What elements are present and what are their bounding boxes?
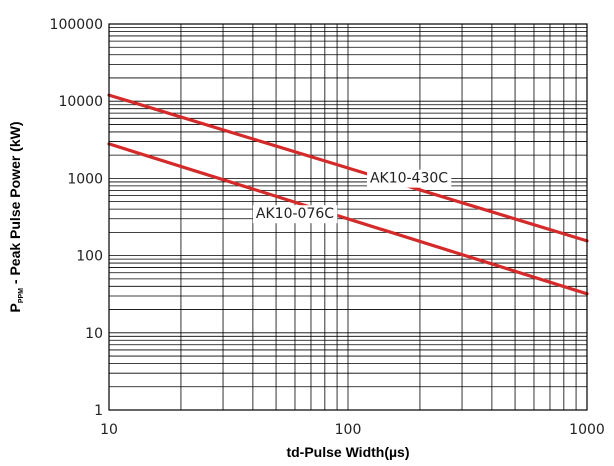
x-tick-label: 10 (100, 422, 118, 438)
y-tick-label: 100 (76, 249, 103, 265)
series-label: AK10-430C (370, 171, 448, 187)
y-tick-label: 1000 (67, 171, 103, 187)
series-label-background (366, 169, 452, 188)
series-line (107, 93, 589, 243)
x-axis-title: td-Pulse Width(µs) (286, 444, 409, 460)
y-axis-title-suffix: - Peak Pulse Power (kW) (7, 121, 23, 288)
grid (109, 24, 587, 410)
y-tick-label: 10000 (58, 94, 103, 110)
series-label-background (252, 205, 338, 224)
y-tick-label: 100000 (50, 17, 103, 33)
y-axis-title-subscript: PPM (18, 288, 25, 303)
x-tick-label: 100 (335, 422, 362, 438)
series-labels: AK10-430C AK10-076C (252, 169, 452, 224)
series-lines (107, 93, 589, 296)
tick-labels: 10 100 1000 1 10 100 1000 10000 100000 (50, 17, 605, 438)
y-tick-label: 1 (94, 403, 103, 419)
plot-frame (108, 23, 588, 411)
y-tick-label: 10 (85, 326, 103, 342)
series-label: AK10-076C (256, 206, 334, 222)
y-axis-title: PPPM - Peak Pulse Power (kW) (7, 121, 25, 312)
series-line (107, 142, 589, 296)
x-tick-label: 1000 (569, 422, 605, 438)
y-axis-title-prefix: P (7, 303, 23, 312)
